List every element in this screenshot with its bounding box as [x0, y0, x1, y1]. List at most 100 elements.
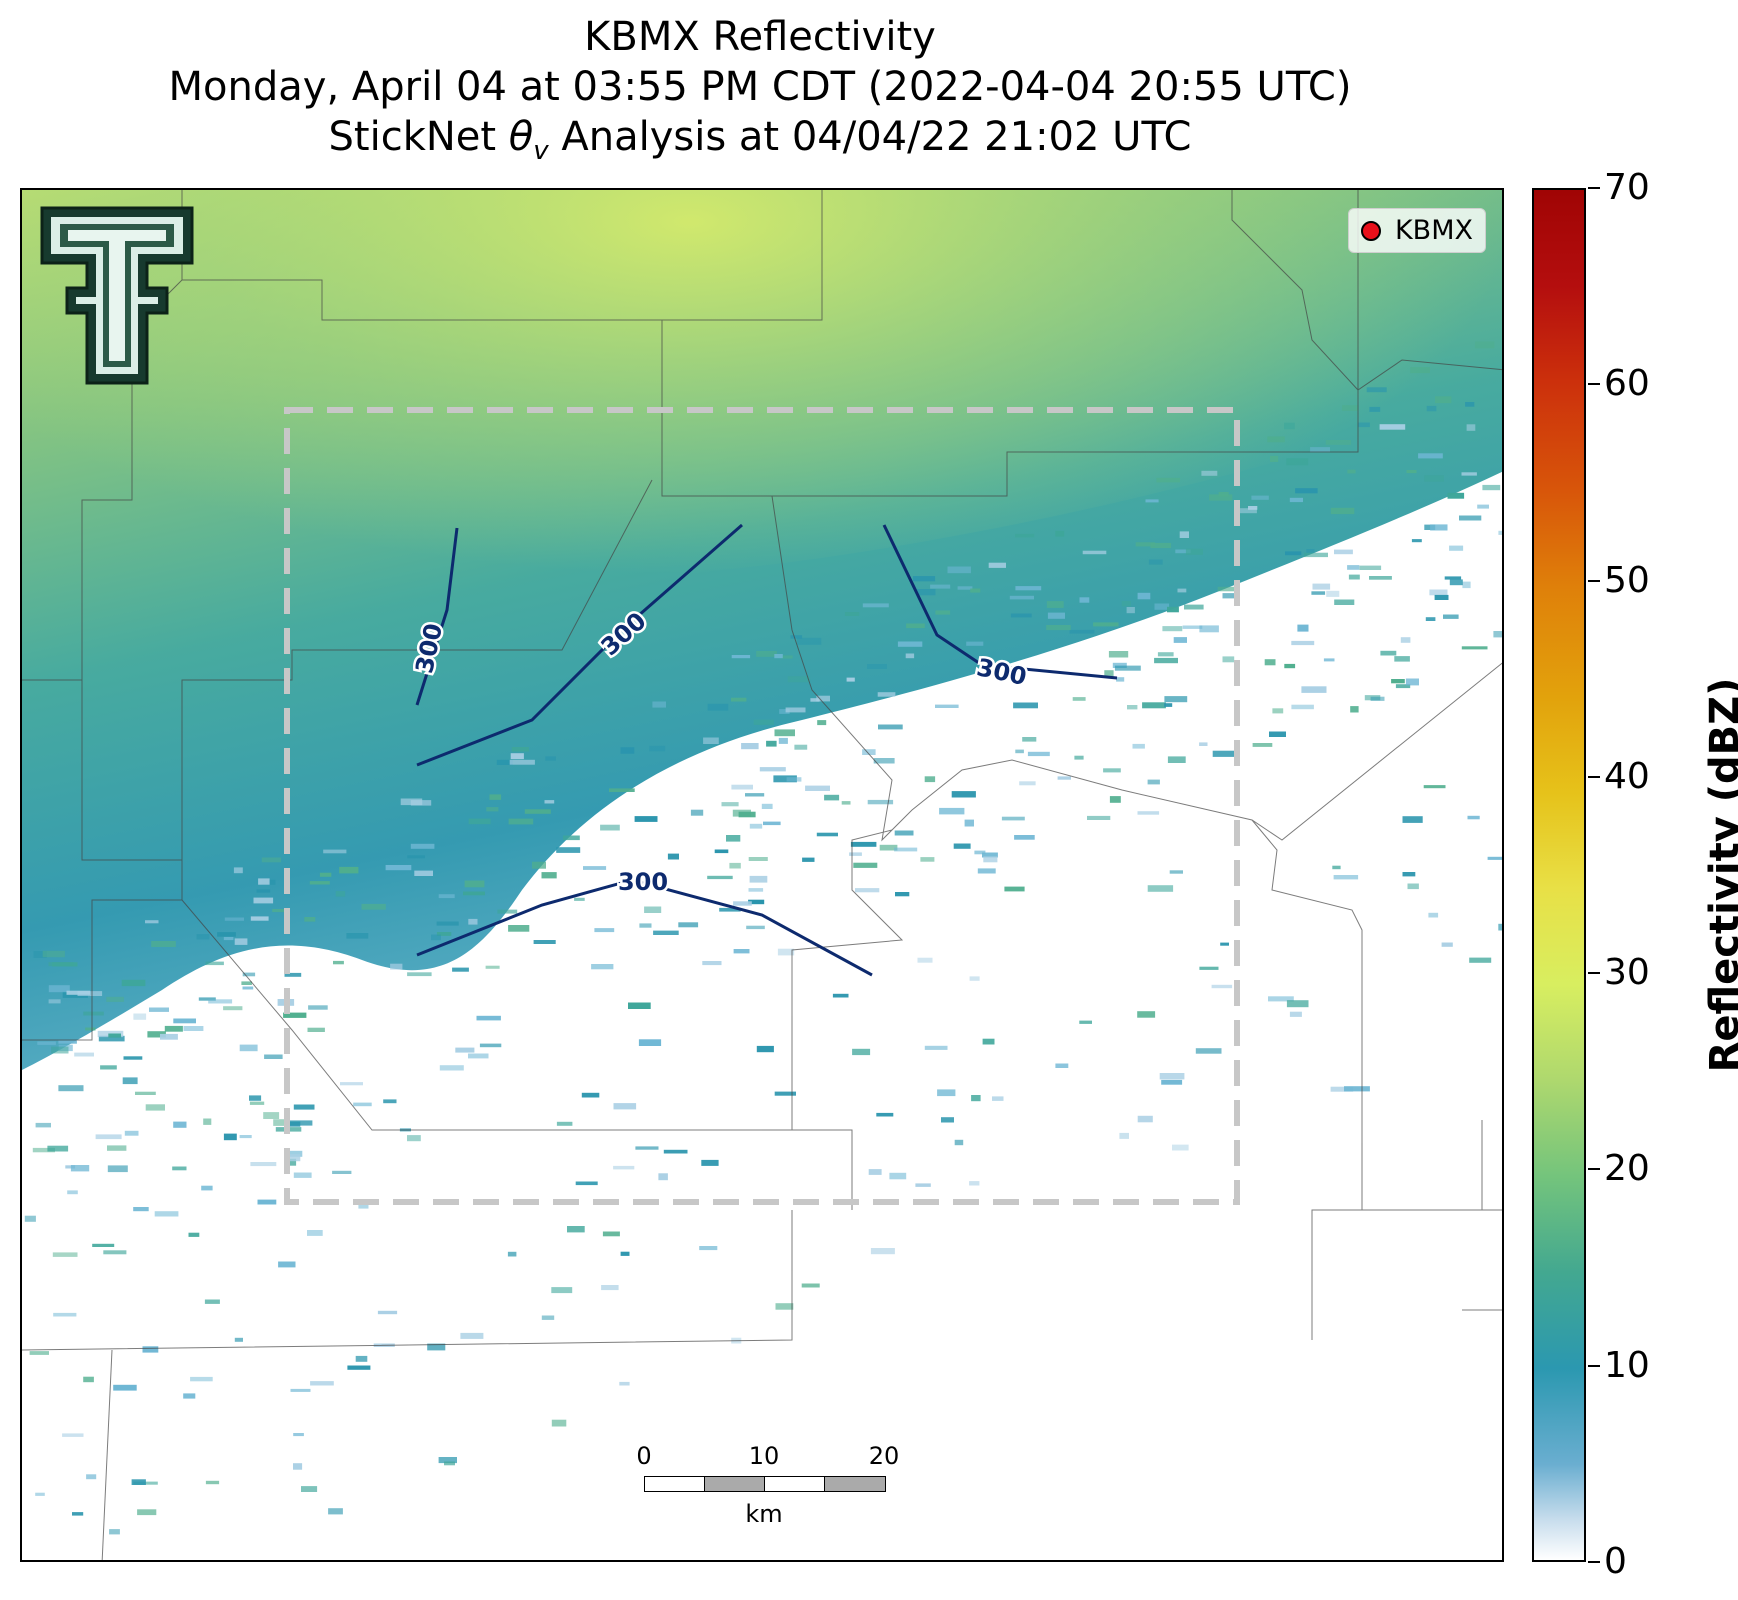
echo-pixel	[1459, 515, 1482, 521]
echo-pixel	[1252, 743, 1273, 747]
echo-pixel	[756, 1045, 774, 1053]
echo-pixel	[290, 1388, 311, 1392]
echo-pixel	[1184, 604, 1204, 610]
echo-pixel	[1251, 495, 1269, 500]
echo-pixel	[407, 972, 432, 977]
echo-pixel	[510, 753, 524, 760]
echo-pixel	[1304, 552, 1328, 558]
echo-pixel	[452, 967, 469, 972]
echo-pixel	[748, 857, 768, 861]
echo-pixel	[1295, 488, 1318, 494]
echo-pixel	[1284, 663, 1296, 669]
echo-pixel	[205, 1480, 220, 1485]
echo-pixel	[1220, 942, 1229, 946]
echo-pixel	[1185, 548, 1203, 555]
echo-pixel	[149, 1007, 169, 1012]
echo-pixel	[937, 1089, 956, 1097]
echo-pixel	[1347, 469, 1356, 474]
echo-pixel	[1477, 504, 1489, 509]
echo-pixel	[1330, 1086, 1354, 1092]
echo-pixel	[924, 776, 936, 783]
echo-pixel	[1424, 475, 1444, 482]
echo-pixel	[719, 907, 741, 912]
echo-pixel	[726, 835, 741, 842]
echo-pixel	[234, 1337, 243, 1342]
echo-pixel	[1137, 592, 1151, 600]
echo-pixel	[969, 1181, 980, 1186]
echo-pixel	[544, 800, 555, 804]
echo-pixel	[58, 1040, 77, 1044]
echo-pixel	[1270, 455, 1279, 462]
echo-pixel	[1323, 658, 1335, 662]
echo-pixel	[145, 920, 159, 924]
echo-pixel	[133, 1013, 147, 1020]
echo-pixel	[805, 785, 830, 791]
radar-map[interactable]: 300 300 300 300 KBMX 0 10 20 km	[20, 188, 1504, 1562]
echo-pixel	[699, 1246, 718, 1251]
echo-pixel	[983, 856, 998, 863]
echo-pixel	[1379, 424, 1406, 430]
echo-pixel	[1474, 341, 1495, 349]
echo-pixel	[1145, 499, 1159, 503]
echo-pixel	[109, 1529, 120, 1535]
echo-pixel	[339, 866, 359, 874]
contour-label: 300	[618, 868, 668, 896]
echo-pixel	[1435, 396, 1452, 404]
echo-pixel	[759, 767, 786, 772]
echo-pixel	[1234, 508, 1257, 514]
echo-pixel	[1482, 484, 1501, 491]
echo-pixel	[1150, 542, 1172, 549]
echo-pixel	[1108, 651, 1129, 658]
echo-pixel	[355, 1355, 368, 1362]
echo-pixel	[66, 990, 90, 995]
reflectivity-high-band	[22, 190, 1502, 830]
echo-pixel	[1079, 597, 1090, 603]
echo-pixel	[667, 853, 679, 860]
echo-pixel	[65, 1165, 76, 1169]
echo-pixel	[781, 655, 793, 659]
echo-pixel	[1429, 589, 1448, 596]
echo-pixel	[131, 1479, 146, 1485]
echo-pixel	[567, 1226, 585, 1233]
echo-pixel	[1199, 625, 1219, 633]
echo-pixel	[621, 881, 636, 888]
echo-pixel	[1004, 886, 1025, 892]
contour-line-4	[416, 878, 873, 977]
echo-pixel	[774, 729, 795, 737]
echo-pixel	[1057, 776, 1071, 780]
echo-pixel	[361, 903, 386, 910]
echo-pixel	[1289, 1011, 1302, 1017]
echo-pixel	[122, 1077, 138, 1085]
echo-pixel	[953, 843, 971, 849]
echo-pixel	[242, 972, 256, 977]
echo-pixel	[790, 635, 803, 639]
echo-pixel	[644, 906, 662, 913]
echo-pixel	[310, 1381, 334, 1386]
echo-pixel	[1306, 549, 1315, 553]
echo-pixel	[563, 835, 580, 841]
echo-pixel	[917, 957, 933, 963]
echo-pixel	[223, 936, 234, 941]
echo-pixel	[1195, 1048, 1222, 1054]
echo-pixel	[906, 623, 925, 629]
echo-pixel	[1009, 595, 1034, 600]
echo-pixel	[601, 1285, 619, 1291]
echo-pixel	[133, 1207, 149, 1212]
echo-pixel	[333, 960, 344, 965]
echo-pixel	[1046, 625, 1071, 631]
echo-pixel	[609, 788, 635, 792]
echo-pixel	[970, 588, 981, 593]
echo-pixel	[439, 1065, 464, 1071]
echo-pixel	[707, 875, 733, 880]
echo-pixel	[1369, 576, 1392, 580]
colorbar-tick-label: 50	[1604, 559, 1650, 601]
echo-pixel	[1212, 750, 1237, 757]
echo-pixel	[53, 1312, 77, 1317]
echo-pixel	[67, 1190, 78, 1195]
echo-pixel	[1179, 531, 1189, 538]
echo-pixel	[1325, 440, 1352, 445]
echo-pixel	[358, 1204, 369, 1209]
echo-pixel	[190, 1376, 213, 1382]
echo-pixel	[1154, 657, 1178, 664]
echo-pixel	[732, 809, 751, 817]
